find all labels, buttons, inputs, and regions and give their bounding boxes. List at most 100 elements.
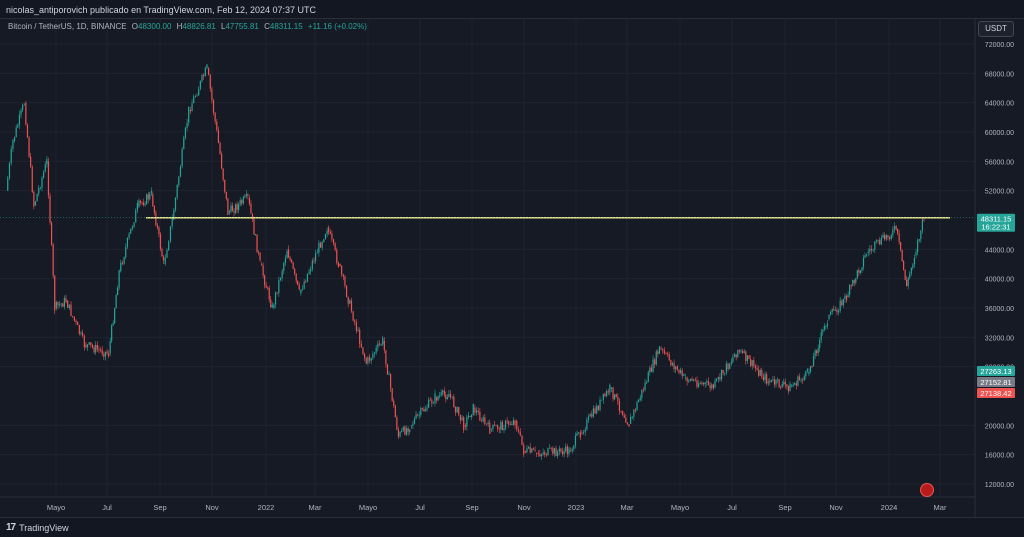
candle-body: [233, 211, 235, 213]
candle-body: [599, 399, 601, 410]
candle-body: [385, 350, 387, 365]
chart-area[interactable]: 72000.00 68000.00 64000.00 60000.00 56000.00…: [0, 18, 1024, 519]
candle-body: [586, 419, 588, 430]
candle-body: [780, 387, 782, 388]
candle-body: [453, 396, 455, 408]
candle-body: [224, 179, 226, 192]
candle-body: [242, 197, 244, 204]
legend-open: 48300.00: [138, 22, 172, 31]
candle-body: [874, 241, 876, 250]
candle-body: [544, 452, 546, 455]
candle-body: [545, 454, 547, 456]
candle-body: [443, 390, 445, 395]
candle-body: [227, 198, 229, 215]
candle-body: [534, 449, 536, 451]
candle-body: [118, 270, 120, 288]
candle-body: [123, 257, 125, 264]
candle-body: [479, 411, 481, 421]
chart-svg[interactable]: 72000.00 68000.00 64000.00 60000.00 56000.00…: [0, 19, 1024, 519]
topbar: nicolas_antiporovich publicado en Tradin…: [0, 0, 1024, 18]
candle-body: [650, 367, 653, 372]
candle-body: [174, 197, 177, 211]
candle-body: [707, 381, 710, 386]
candle-body: [609, 384, 611, 393]
candle-body: [833, 309, 835, 311]
candle-body: [691, 378, 693, 381]
candle-body: [915, 251, 917, 256]
candle-body: [30, 156, 32, 167]
candle-body: [31, 166, 33, 193]
candle-body: [23, 104, 25, 106]
candle-body: [531, 448, 533, 453]
candle-body: [108, 353, 110, 356]
candle-body: [594, 408, 596, 414]
candle-body: [822, 329, 824, 333]
tradingview-logo[interactable]: 17 TradingView: [6, 522, 69, 533]
candle-body: [698, 383, 700, 387]
candle-body: [405, 428, 408, 435]
candle-body: [75, 320, 77, 322]
candle-body: [284, 258, 287, 263]
candle-body: [434, 393, 436, 403]
candle-body: [208, 68, 210, 76]
candle-body: [318, 242, 320, 253]
candle-body: [638, 399, 640, 403]
candle-body: [254, 234, 257, 236]
candle-body: [73, 316, 75, 321]
candle-body: [872, 249, 874, 251]
candle-body: [550, 447, 552, 449]
candle-body: [292, 262, 294, 269]
candle-body: [885, 235, 887, 240]
candle-body: [574, 435, 577, 446]
candle-body: [497, 425, 499, 429]
tradingview-logo-text: TradingView: [19, 522, 69, 533]
candle-body: [449, 393, 452, 397]
candle-body: [819, 339, 821, 349]
candle-body: [311, 260, 313, 270]
candle-body: [342, 274, 344, 277]
candle-body: [146, 194, 148, 205]
candle-body: [662, 349, 664, 350]
candle-body: [54, 275, 56, 311]
price-label: [977, 388, 1015, 398]
candle-body: [679, 370, 682, 373]
candle-body: [337, 262, 339, 267]
candle-body: [456, 407, 458, 413]
candle-body: [60, 303, 62, 305]
legend-high: 48826.81: [182, 22, 216, 31]
candle-body: [725, 363, 728, 373]
candle-body: [420, 408, 422, 416]
price-label-value: 27138.42: [980, 389, 1011, 398]
candle-body: [610, 387, 613, 389]
candle-body: [498, 428, 500, 430]
candle-body: [633, 409, 635, 417]
candle-body: [99, 349, 102, 351]
candle-body: [500, 421, 502, 430]
currency-button[interactable]: USDT: [978, 21, 1014, 37]
candle-body: [809, 366, 812, 372]
candle-body: [495, 425, 497, 427]
candle-body: [630, 417, 632, 424]
candle-body: [548, 447, 551, 449]
candle-body: [230, 205, 232, 212]
candle-body: [130, 228, 132, 234]
candle-body: [111, 325, 113, 342]
candle-body: [501, 421, 504, 431]
flag-icon[interactable]: [920, 483, 934, 497]
candle-body: [18, 114, 21, 126]
candle-body: [78, 325, 80, 334]
candle-body: [26, 124, 29, 138]
candle-body: [820, 332, 822, 340]
candle-body: [745, 351, 747, 361]
candle-body: [909, 273, 911, 278]
y-tick-label: 72000.00: [985, 42, 1014, 49]
candle-body: [446, 397, 448, 399]
candle-body: [391, 388, 393, 401]
candle-body: [644, 382, 646, 390]
candle-body: [46, 159, 48, 165]
candle-body: [265, 284, 267, 288]
candle-body: [702, 382, 705, 385]
candle-body: [759, 369, 761, 376]
candle-body: [415, 414, 417, 419]
candle-body: [628, 424, 630, 427]
